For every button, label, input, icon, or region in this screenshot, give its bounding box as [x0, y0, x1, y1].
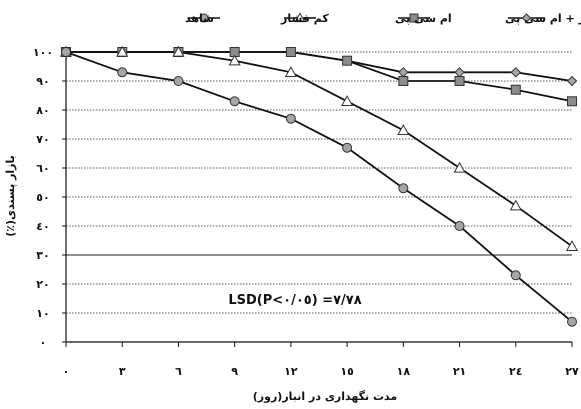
lsd-annotation: LSD(P<٠/٠٥) =٧/٧٨ — [228, 293, 361, 308]
axes — [62, 50, 573, 347]
y-tick-label-10: ١٠ — [36, 307, 49, 320]
data-point-circle-0 — [61, 47, 71, 57]
data-point-circle-3 — [117, 67, 128, 78]
data-point-circle-27 — [567, 316, 577, 327]
y-tick-label-0: ٠ — [40, 336, 47, 349]
x-tick-label-24: ٢٤ — [509, 365, 522, 378]
data-point-triangle-21 — [453, 161, 466, 173]
data-point-triangle-15 — [341, 95, 354, 106]
legend-label-square: ام سی پی — [395, 12, 452, 25]
series-line-triangle — [66, 51, 573, 248]
data-point-diamond-27 — [566, 75, 578, 87]
series-line-circle — [65, 51, 573, 323]
legend-marker-triangle — [294, 12, 306, 23]
legend-label-diamond: کم فشار + ام سی پی — [505, 12, 581, 25]
data-point-diamond-24 — [510, 67, 521, 78]
x-tick-label-21: ٢١ — [453, 365, 466, 378]
data-point-square-21 — [454, 76, 465, 86]
series-line-square — [66, 51, 573, 103]
series-markers — [59, 45, 579, 327]
data-point-triangle-12 — [284, 66, 297, 77]
y-tick-label-80: ٨٠ — [36, 104, 49, 117]
data-point-square-12 — [285, 47, 296, 57]
x-tick-label-18: ١٨ — [397, 365, 411, 378]
y-tick-label-60: ٦٠ — [36, 162, 49, 175]
gridlines — [66, 51, 572, 314]
x-tick-label-27: ٢٧ — [565, 365, 579, 378]
y-tick-label-100: ١٠٠ — [33, 46, 53, 59]
y-axis-title: بازار پسندی(٪) — [4, 155, 17, 237]
x-axis-title: مدت نگهداری در انبار(روز) — [253, 390, 397, 403]
data-point-triangle-6 — [172, 45, 185, 57]
data-point-circle-6 — [173, 76, 184, 86]
data-point-triangle-27 — [565, 240, 579, 251]
legend-marker-circle — [199, 13, 209, 23]
x-tick-label-0: ٠ — [63, 365, 70, 378]
x-tick-label-15: ١٥ — [340, 365, 354, 378]
data-point-circle-15 — [342, 142, 353, 153]
data-point-square-18 — [398, 76, 409, 86]
data-point-circle-9 — [229, 96, 240, 107]
y-tick-label-20: ٢٠ — [36, 278, 49, 291]
data-point-diamond-21 — [454, 67, 465, 78]
data-point-triangle-24 — [509, 199, 522, 211]
data-point-circle-12 — [285, 113, 296, 124]
x-tick-label-3: ٣ — [119, 365, 126, 378]
y-tick-label-30: ٣٠ — [36, 249, 49, 262]
data-point-square-24 — [510, 84, 521, 95]
x-tick-label-6: ٦ — [175, 365, 182, 378]
data-point-square-27 — [567, 96, 577, 107]
legend-label-triangle: کم فشار — [280, 12, 329, 25]
legend-marker-square — [409, 13, 419, 23]
y-tick-label-40: ٤٠ — [36, 220, 49, 233]
data-point-circle-18 — [398, 183, 409, 194]
y-tick-label-70: ٧٠ — [36, 133, 49, 146]
y-tick-label-90: ٩٠ — [36, 75, 49, 88]
data-point-triangle-3 — [116, 45, 129, 57]
data-point-square-15 — [342, 55, 353, 66]
legend-marker-diamond — [521, 13, 532, 23]
legend: کم فشار + ام سی پی ام سی پی کم فشار شاهد — [185, 12, 581, 25]
y-tick-label-50: ٥٠ — [36, 191, 49, 204]
tick-labels: ٠ ٣ ٦ ٩ ١٢ ١٥ ١٨ ٢١ ٢٤ ٢٧ ٠ ١٠ ٢٠ ٣٠ ٤٠ ٥٠ ٦٠ ٧٠ ٨٠ ٩٠ ١٠٠ — [33, 46, 579, 378]
series-lines — [65, 51, 573, 323]
data-point-circle-21 — [454, 221, 465, 231]
data-point-triangle-18 — [397, 124, 410, 135]
data-point-triangle-9 — [228, 54, 241, 66]
legend-label-circle: شاهد — [185, 12, 214, 25]
x-tick-label-12: ١٢ — [284, 365, 298, 378]
x-tick-label-9: ٩ — [231, 365, 238, 378]
data-point-diamond-18 — [398, 67, 409, 78]
data-point-circle-24 — [510, 270, 521, 281]
